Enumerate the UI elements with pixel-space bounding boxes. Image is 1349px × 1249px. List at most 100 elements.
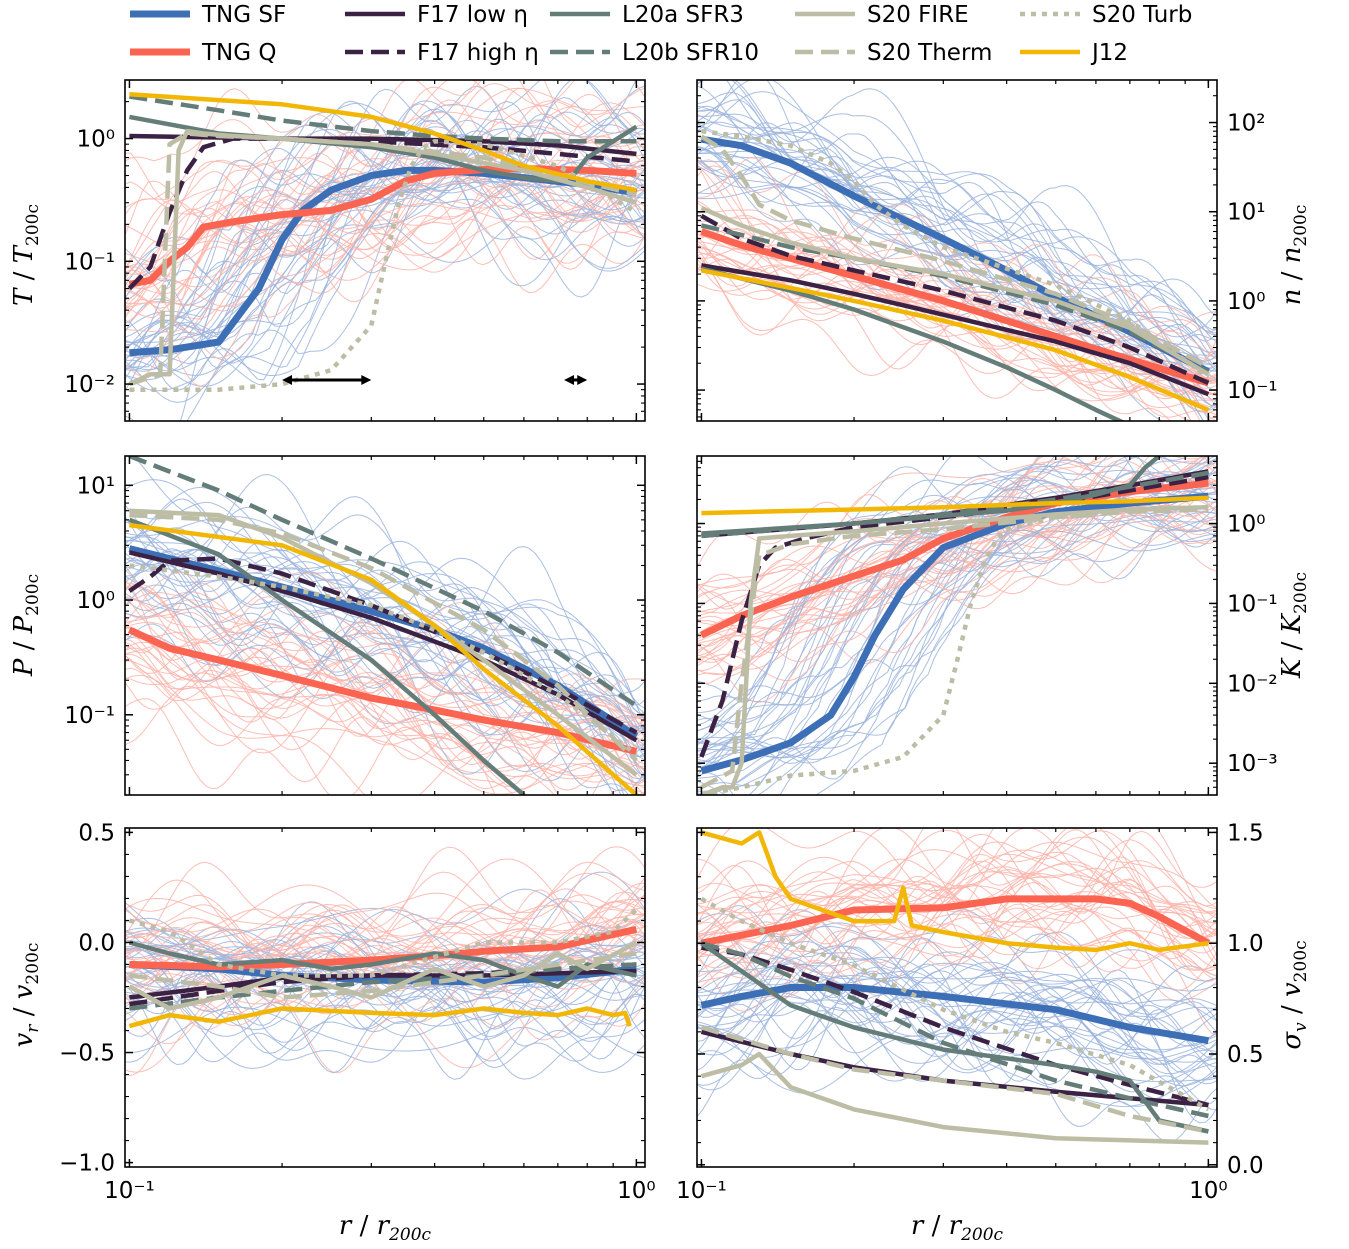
- galaxy-curve: [125, 124, 645, 381]
- legend-entry-1: TNG SF: [130, 2, 286, 28]
- axes-frame: [124, 79, 646, 422]
- series-s20-therm: [700, 1025, 1209, 1134]
- galaxy-curve: [125, 621, 645, 767]
- y-tick-label: 0.0: [1227, 1153, 1264, 1179]
- series-l20b-sfr10: [700, 223, 1210, 374]
- galaxy-curve: [697, 829, 1217, 940]
- panel-entropy: 10⁻³ 10⁻² 10⁻¹ 10⁰: [696, 455, 1278, 796]
- galaxy-curve: [697, 945, 1217, 1041]
- series-l20a-sfr3: [700, 941, 1209, 1134]
- galaxy-curve: [697, 975, 1217, 1106]
- series-j12: [701, 495, 1209, 516]
- galaxy-curve: [697, 186, 1163, 421]
- series-s20-therm: [128, 131, 637, 387]
- arrow-head-right: [361, 374, 372, 385]
- ticks: 10⁻¹ 10⁰ 10¹ 10²: [697, 80, 1278, 421]
- galaxy-curve: [125, 80, 637, 358]
- series-f17-high-: [128, 556, 638, 735]
- x-tick-label: 10⁰: [617, 1178, 656, 1204]
- galaxy-curve: [697, 909, 1217, 1021]
- xlabel-right: r / r200c: [911, 1211, 1004, 1245]
- ticks: 10⁻² 10⁻¹ 10⁰: [64, 80, 645, 421]
- galaxy-curve: [125, 80, 645, 215]
- legend-label: L20a SFR3: [622, 2, 744, 28]
- galaxy-curve: [125, 528, 645, 784]
- galaxy-curve: [125, 685, 645, 795]
- ylabel-pressure: P / P200c: [9, 574, 43, 677]
- series-l20b-sfr10: [128, 456, 638, 708]
- galaxy-curve: [125, 641, 645, 795]
- galaxy-curve: [697, 487, 1217, 760]
- galaxy-curve: [697, 860, 1217, 954]
- galaxy-curve: [125, 846, 645, 953]
- series-f17-high-: [700, 213, 1210, 386]
- galaxy-curve: [697, 80, 1217, 333]
- galaxy-curve: [697, 149, 1192, 421]
- axes-frame: [696, 827, 1218, 1168]
- galaxy-curve: [697, 904, 1217, 1016]
- legend-label: S20 Therm: [867, 40, 992, 66]
- galaxy-curve: [697, 976, 1217, 1060]
- galaxy-curve: [125, 536, 645, 727]
- galaxy-curve: [697, 80, 1217, 337]
- legend-label: TNG SF: [201, 2, 286, 28]
- y-tick-label: 10⁰: [1227, 512, 1266, 538]
- galaxy-curve: [125, 901, 645, 955]
- panel-temperature: 10⁻² 10⁻¹ 10⁰: [64, 79, 646, 422]
- legend-entry-4: F17 high η: [345, 40, 539, 66]
- series-s20-turb: [701, 128, 1210, 379]
- series-s20-therm: [129, 951, 637, 1000]
- y-tick-label: 10⁻¹: [64, 703, 115, 729]
- axes-frame: [696, 79, 1218, 422]
- galaxy-curve: [697, 80, 1217, 362]
- galaxy-curve: [697, 853, 1217, 935]
- series-s20-turb: [129, 139, 638, 392]
- galaxy-curve: [697, 961, 1217, 1093]
- y-tick-label: 10⁻¹: [1227, 378, 1278, 404]
- legend-entry-2: TNG Q: [130, 40, 277, 66]
- galaxy-curve: [697, 473, 1217, 664]
- series-j12: [129, 522, 638, 795]
- galaxy-curve: [697, 147, 1217, 413]
- y-tick-label: 1.0: [1227, 931, 1264, 957]
- galaxy-curve: [697, 913, 1217, 988]
- series-s20-fire: [700, 504, 1209, 795]
- series-s20-fire: [128, 940, 638, 1011]
- galaxy-curve: [125, 914, 645, 969]
- ticks: 10⁻¹ 10⁰ −1.0 −0.5 0.0 0.5: [59, 820, 655, 1204]
- galaxy-curve: [697, 456, 1131, 726]
- series-j12: [129, 91, 637, 193]
- galaxy-curve: [125, 80, 645, 215]
- galaxy-curve: [125, 142, 645, 264]
- galaxy-curve: [125, 993, 645, 1069]
- galaxy-curve: [726, 80, 1217, 338]
- series-l20a-sfr3: [700, 266, 1126, 421]
- y-tick-label: 10²: [1227, 111, 1266, 137]
- galaxy-curve: [125, 169, 645, 309]
- x-tick-label: 10⁰: [1189, 1178, 1228, 1204]
- y-tick-label: 0.5: [78, 820, 115, 846]
- galaxy-curve: [125, 521, 645, 754]
- galaxy-curve: [697, 456, 1204, 648]
- y-tick-label: 10¹: [1227, 200, 1266, 226]
- galaxy-curve: [697, 496, 1217, 684]
- galaxy-curve: [697, 505, 1217, 792]
- y-tick-label: 0.0: [78, 930, 115, 956]
- y-tick-label: 10⁻²: [64, 372, 115, 398]
- galaxy-curve: [697, 976, 1217, 1087]
- galaxy-curve: [697, 456, 1217, 617]
- galaxy-curve: [125, 87, 645, 275]
- galaxy-curve: [125, 583, 645, 740]
- axes-frame: [124, 827, 646, 1168]
- galaxy-curve: [697, 946, 1217, 1073]
- galaxy-curve: [697, 123, 1217, 343]
- y-tick-label: 10⁰: [1227, 289, 1266, 315]
- legend-label: TNG Q: [201, 40, 277, 66]
- plot-area: [697, 828, 1217, 1145]
- y-tick-label: 10⁰: [77, 588, 116, 614]
- galaxy-curve: [125, 178, 645, 387]
- plot-area: [697, 456, 1217, 795]
- y-tick-label: 10⁻³: [1227, 751, 1278, 777]
